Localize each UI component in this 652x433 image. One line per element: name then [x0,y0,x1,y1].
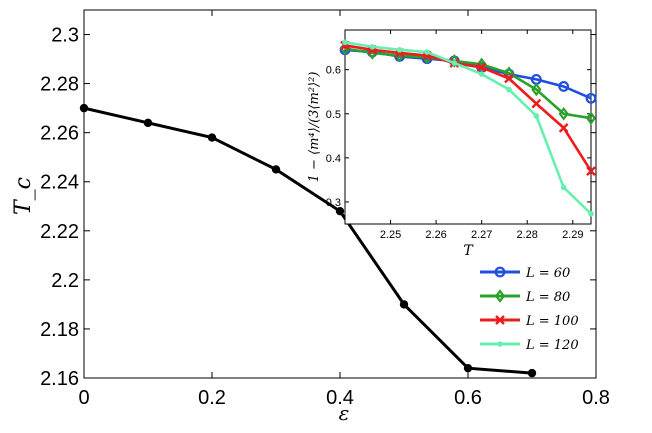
inset-y-tick-label: 0.3 [326,197,341,209]
inset-plot-frame [344,29,592,225]
main-x-tick-label: 0 [78,387,89,409]
inset-x-tick-label: 2.26 [425,229,446,241]
main-axis-ticks: 0 0.2 0.4 0.6 0.8 2.16 2.18 2.2 2.22 2.24 2.26 2.28… [40,10,610,409]
inset-data-point [506,86,512,93]
inset-data-point [451,60,458,66]
main-data-point [335,206,345,216]
inset-data-point [585,92,597,104]
inset-data-point [531,82,542,97]
inset-y-tick-label: 0.5 [326,109,341,121]
main-x-tick-label: 0.8 [582,387,610,409]
inset-x-tick-label: 2.25 [380,229,401,241]
inset-y-tick-label: 0.4 [326,153,341,165]
main-y-tick-label: 2.26 [40,123,79,145]
inset-data-point [586,166,596,176]
main-data-point [399,300,409,309]
main-series [79,103,537,378]
inset-data-point [504,73,514,84]
main-y-axis-label-text: T_c [11,177,36,215]
main-data-point [207,133,217,142]
legend-label: L = 120 [525,338,579,353]
inset-data-point [476,62,487,73]
inset-data-point [585,111,597,126]
inset-data-point [478,71,485,77]
main-data-point [79,103,89,113]
main-data-point [271,165,281,174]
inset-y-axis-label: 1 − ⟨m⁴⟩/(3⟨m²⟩²) [307,72,322,183]
main-x-tick-label: 0.4 [326,387,354,409]
main-y-tick-label: 2.24 [40,172,79,194]
main-y-tick-label: 2.22 [40,221,79,243]
main-y-tick-label: 2.28 [40,74,79,96]
inset-data-point [560,184,567,191]
main-y-tick-label: 2.16 [40,368,79,390]
legend-entry: L = 100 [480,314,579,329]
main-series-line [83,106,533,375]
inset-x-tick-label: 2.28 [517,229,538,241]
inset-data-point [558,123,569,133]
legend-swatch-marker [494,289,506,303]
inset-data-point [588,211,594,217]
legend-swatch-marker [495,315,505,325]
main-y-axis-label: T_c [11,177,36,215]
inset-axis-ticks: 2.25 2.26 2.27 2.28 2.29 0.3 0.4 0.5 0.6 [326,30,591,241]
legend-entry: L = 60 [480,266,570,281]
inset-series [339,39,597,217]
main-x-tick-label: 0.2 [198,387,226,409]
inset-data-point [558,81,570,92]
inset-data-point [558,106,569,121]
inset-data-point [342,39,348,46]
legend-label: L = 100 [525,314,579,329]
inset-data-point [533,113,540,119]
main-y-tick-label: 2.3 [51,25,79,47]
inset-x-tick-label: 2.27 [471,229,492,241]
main-x-tick-label: 0.6 [454,387,482,409]
legend-swatch-marker [494,266,506,278]
main-data-point [463,363,473,373]
inset-series-line [344,47,592,120]
inset-data-point [476,57,487,72]
inset-data-point [396,47,403,53]
inset-series-line [344,41,592,215]
main-data-point [143,118,153,128]
inset-x-tick-label: 2.29 [562,229,583,241]
legend-label: L = 60 [525,266,570,281]
main-y-tick-label: 2.18 [40,319,79,341]
inset-series-4 [342,39,594,217]
inset-series-line [344,44,593,172]
legend-label: L = 80 [525,290,570,305]
main-data-point [527,368,537,378]
inset-data-point [369,43,376,50]
legend-swatch-marker [497,341,503,347]
legend-entry: L = 80 [480,289,570,305]
legend: L = 60 L = 80 L = 100 L = 120 [480,266,579,353]
main-y-tick-label: 2.2 [51,270,79,292]
inset-data-point [531,98,542,109]
inset-y-tick-label: 0.6 [326,65,341,77]
legend-entry: L = 120 [480,338,579,353]
inset-x-axis-label: T [463,243,474,259]
inset-data-point [424,49,430,55]
main-x-axis-label: ε [339,401,350,425]
